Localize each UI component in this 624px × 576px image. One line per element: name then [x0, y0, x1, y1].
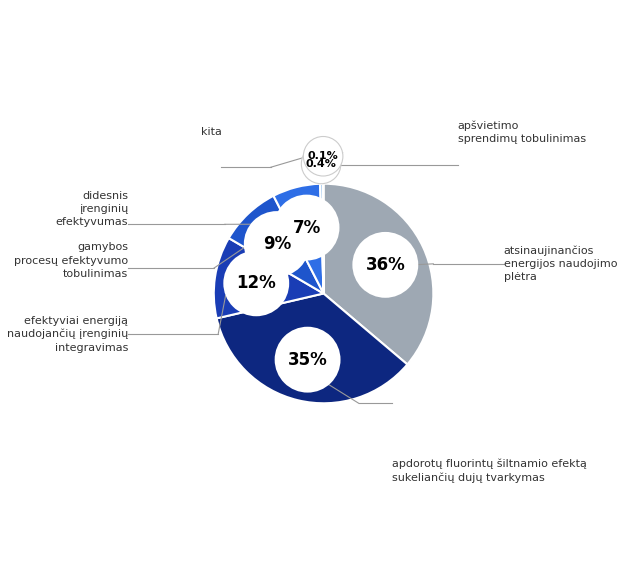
Text: atsinaujinančios
energijos naudojimo
plėtra: atsinaujinančios energijos naudojimo plė…	[504, 245, 617, 282]
Circle shape	[244, 211, 310, 277]
Circle shape	[301, 144, 341, 184]
Text: 0.1%: 0.1%	[308, 151, 338, 161]
Wedge shape	[217, 294, 407, 403]
Circle shape	[303, 137, 343, 176]
Text: 36%: 36%	[366, 256, 405, 274]
Wedge shape	[229, 196, 324, 294]
Text: didesnis
įrenginių
efektyvumas: didesnis įrenginių efektyvumas	[56, 191, 128, 227]
Text: 0.4%: 0.4%	[306, 159, 336, 169]
Wedge shape	[323, 184, 324, 294]
Wedge shape	[324, 184, 433, 365]
Circle shape	[275, 327, 341, 393]
Circle shape	[353, 232, 418, 298]
Circle shape	[223, 251, 289, 316]
Circle shape	[273, 195, 339, 260]
Text: apšvietimo
sprendimų tobulinimas: apšvietimo sprendimų tobulinimas	[457, 120, 586, 144]
Text: 35%: 35%	[288, 351, 328, 369]
Text: gamybos
procesų efektyvumo
tobulinimas: gamybos procesų efektyvumo tobulinimas	[14, 242, 128, 279]
Text: 12%: 12%	[236, 274, 276, 292]
Wedge shape	[320, 184, 324, 294]
Text: apdorotų fluorintų šiltnamio efektą
sukeliančių dujų tvarkymas: apdorotų fluorintų šiltnamio efektą suke…	[392, 458, 587, 483]
Text: 7%: 7%	[293, 218, 321, 237]
Text: 9%: 9%	[263, 235, 291, 253]
Text: efektyviai energiją
naudojančių įrenginių
integravimas: efektyviai energiją naudojančių įrengini…	[7, 316, 128, 353]
Text: kita: kita	[200, 127, 222, 137]
Wedge shape	[273, 184, 324, 294]
Wedge shape	[214, 238, 324, 319]
